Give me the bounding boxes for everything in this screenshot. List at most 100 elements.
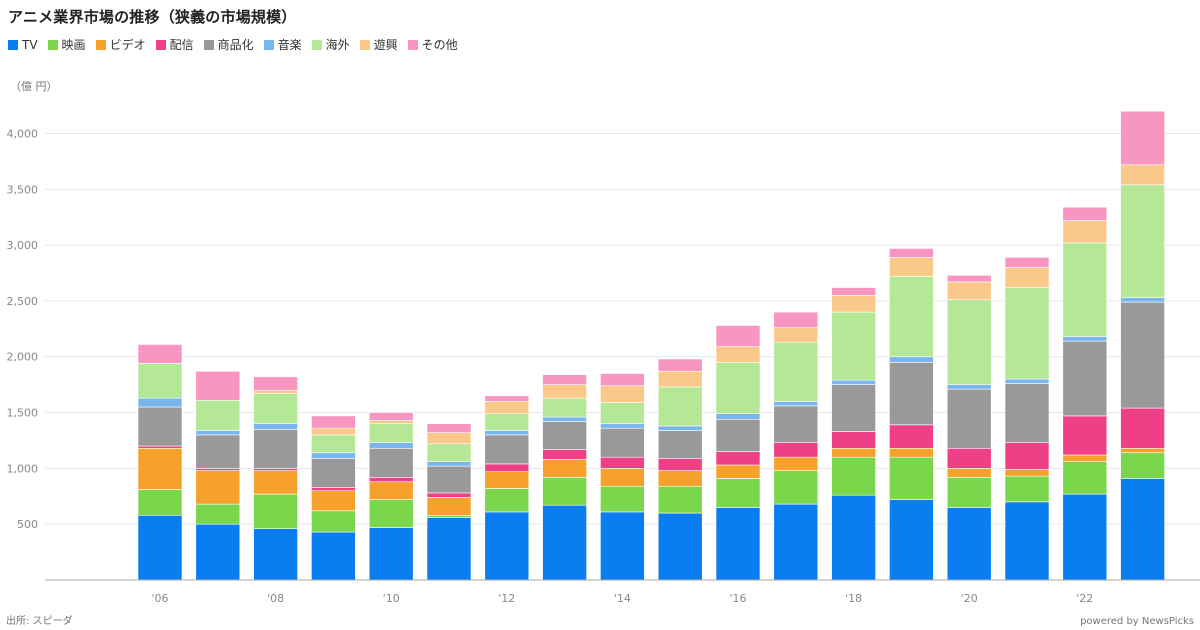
legend: TV 映画 ビデオ 配信 商品化 音楽 海外 遊興 その他 <box>8 36 458 53</box>
legend-label: その他 <box>421 38 458 52</box>
bar-segment <box>426 517 472 581</box>
bar-segment <box>600 385 645 403</box>
bar-segment <box>946 281 992 301</box>
bar-segment <box>1120 452 1165 479</box>
bar-segment <box>773 311 819 329</box>
x-tick-label: '12 <box>498 592 515 605</box>
legend-swatch <box>95 39 106 50</box>
bar-segment <box>542 416 587 422</box>
bar-segment <box>946 299 992 385</box>
bar-segment <box>600 511 645 581</box>
bar-segment <box>1062 461 1108 495</box>
bar-segment <box>368 423 414 443</box>
bar-segment <box>484 471 530 489</box>
bar-segment <box>1120 110 1165 166</box>
legend-item: 遊興 <box>359 36 398 53</box>
bar-segment <box>426 492 472 498</box>
bar-segment <box>831 431 876 449</box>
legend-swatch <box>311 39 322 50</box>
bar-segment <box>484 401 530 414</box>
bar-segment <box>1004 257 1050 268</box>
legend-item: 海外 <box>311 36 350 53</box>
y-tick-label: 3,000 <box>7 239 39 252</box>
bar-segment <box>831 295 876 313</box>
legend-label: 商品化 <box>217 38 254 52</box>
bar-segment <box>946 388 992 449</box>
bar-segment <box>542 449 587 460</box>
bar-segment <box>1120 184 1165 298</box>
bar-segment <box>1120 447 1165 454</box>
bar-segment <box>946 384 992 390</box>
bar-segment <box>311 458 356 488</box>
legend-label: 映画 <box>61 38 86 52</box>
bar-segment <box>1062 493 1108 581</box>
y-tick-label: 2,000 <box>7 351 39 364</box>
legend-swatch <box>47 39 58 50</box>
bar-segment <box>946 274 992 283</box>
bar-segment <box>311 490 356 512</box>
credit-note: powered by NewsPicks <box>1080 616 1194 627</box>
bar-segment <box>484 488 530 513</box>
bar-segment <box>368 527 414 581</box>
bar-segment <box>600 468 645 487</box>
bar-segment <box>195 399 241 431</box>
bar-segment <box>542 504 587 581</box>
bar-segment <box>542 477 587 506</box>
legend-swatch <box>155 39 166 50</box>
bar-segment <box>311 434 356 454</box>
legend-label: 音楽 <box>277 38 302 52</box>
bar-segment <box>137 344 183 364</box>
bar-segment <box>600 423 645 429</box>
bar-segment <box>715 346 761 363</box>
bar-segment <box>657 370 703 388</box>
bar-segment <box>253 389 298 394</box>
bar-segment <box>484 434 530 465</box>
bar-segment <box>137 406 183 447</box>
bar-segment <box>831 494 876 581</box>
legend-item: ビデオ <box>95 36 146 53</box>
x-tick-label: '16 <box>729 592 746 605</box>
bar-segment <box>426 432 472 445</box>
x-tick-label: '22 <box>1076 592 1093 605</box>
bar-segment <box>484 511 530 581</box>
chart-title: アニメ業界市場の推移（狭義の市場規模） <box>8 8 297 26</box>
bar-segment <box>657 386 703 427</box>
bar-segment <box>195 470 241 505</box>
bar-segment <box>831 447 876 458</box>
bar-segment <box>773 503 819 581</box>
bar-segment <box>889 362 934 426</box>
bar-segment <box>889 276 934 358</box>
bar-segment <box>1062 340 1108 417</box>
bar-segment <box>889 456 934 500</box>
bar-segment <box>311 487 356 491</box>
bar-segment <box>1062 220 1108 244</box>
bar-segment <box>542 459 587 478</box>
bar-segment <box>600 456 645 469</box>
bar-segment <box>1004 378 1050 384</box>
bar-segment <box>600 427 645 458</box>
bar-segment <box>773 341 819 402</box>
x-tick-label: '06 <box>151 592 168 605</box>
bar-segment <box>253 470 298 495</box>
legend-item: 音楽 <box>263 36 302 53</box>
bar-segment <box>1062 242 1108 337</box>
x-tick-label: '18 <box>845 592 862 605</box>
bar-segment <box>889 499 934 581</box>
bar-segment <box>715 362 761 414</box>
legend-label: 遊興 <box>373 38 398 52</box>
bar-segment <box>195 370 241 401</box>
bar-segment <box>946 477 992 508</box>
bar-segment <box>368 499 414 528</box>
bar-segment <box>1120 407 1165 449</box>
bar-segment <box>831 384 876 432</box>
bar-segment <box>368 481 414 500</box>
bar-segment <box>253 423 298 430</box>
y-tick-label: 4,000 <box>7 127 39 140</box>
y-tick-label: 3,500 <box>7 183 39 196</box>
bar-segment <box>657 430 703 459</box>
legend-label: 海外 <box>325 38 350 52</box>
bar-segment <box>253 493 298 529</box>
bar-segment <box>311 452 356 459</box>
bar-segment <box>426 461 472 467</box>
